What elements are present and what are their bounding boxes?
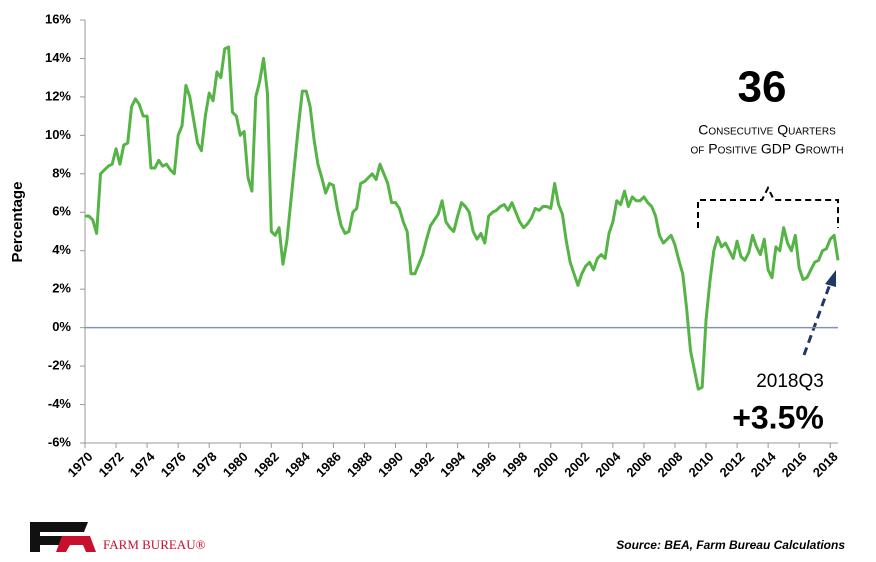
x-tick-label: 1994 (437, 448, 469, 480)
y-tick-label: 6% (52, 204, 71, 219)
arrow-head (825, 270, 836, 287)
y-tick-label: 14% (45, 50, 71, 65)
x-tick-label: 2000 (530, 449, 561, 480)
y-tick-label: 10% (45, 127, 71, 142)
logo (30, 522, 96, 552)
x-tick-label: 1998 (499, 449, 530, 480)
y-tick-label: 12% (45, 88, 71, 103)
x-tick-label: 2012 (717, 449, 748, 480)
x-tick-label: 1972 (96, 449, 127, 480)
source: Source: BEA, Farm Bureau Calculations (616, 538, 845, 552)
y-tick-label: 8% (52, 165, 71, 180)
x-tick-label: 2014 (748, 448, 780, 480)
y-tick-label: 2% (52, 281, 71, 296)
logo-mark (56, 536, 96, 552)
x-tick-label: 1978 (189, 449, 220, 480)
y-tick-label: 0% (52, 319, 71, 334)
y-tick-label: 4% (52, 242, 71, 257)
annotation: Consecutive Quarters (698, 122, 836, 138)
y-axis-label: Percentage (9, 182, 26, 263)
annotation: 36 (738, 63, 787, 112)
x-tick-label: 1974 (127, 448, 159, 480)
x-tick-label: 1988 (344, 449, 375, 480)
arrow (802, 283, 832, 356)
x-tick-label: 2002 (561, 449, 592, 480)
x-tick-label: 1976 (158, 449, 189, 480)
y-tick-label: -2% (48, 358, 72, 373)
x-tick-label: 1986 (313, 449, 344, 480)
bracket (697, 185, 839, 228)
x-tick-label: 1992 (406, 449, 437, 480)
line (85, 45, 840, 391)
x-tick-label: 2010 (686, 449, 717, 480)
y-tick-label: 16% (45, 11, 71, 26)
annotation: 2018Q3 (756, 371, 824, 392)
x-tick-label: 1980 (220, 449, 251, 480)
annotation: +3.5% (732, 399, 824, 435)
x-tick-label: 1982 (251, 449, 282, 480)
annotation: of Positive GDP Growth (690, 141, 843, 157)
y-tick-label: -4% (48, 396, 72, 411)
x-tick-label: 1984 (282, 448, 314, 480)
x-tick-label: 1990 (375, 449, 406, 480)
x-tick-label: 1970 (64, 449, 95, 480)
x-tick-label: 2018 (810, 449, 841, 480)
x-tick-label: 2004 (592, 448, 624, 480)
logo-text: FARM BUREAU® (103, 537, 206, 552)
y-tick-label: -6% (48, 434, 72, 449)
x-tick-label: 2008 (654, 449, 685, 480)
x-tick-label: 1996 (468, 449, 499, 480)
x-tick-label: 2006 (623, 449, 654, 480)
x-tick-label: 2016 (779, 449, 810, 480)
